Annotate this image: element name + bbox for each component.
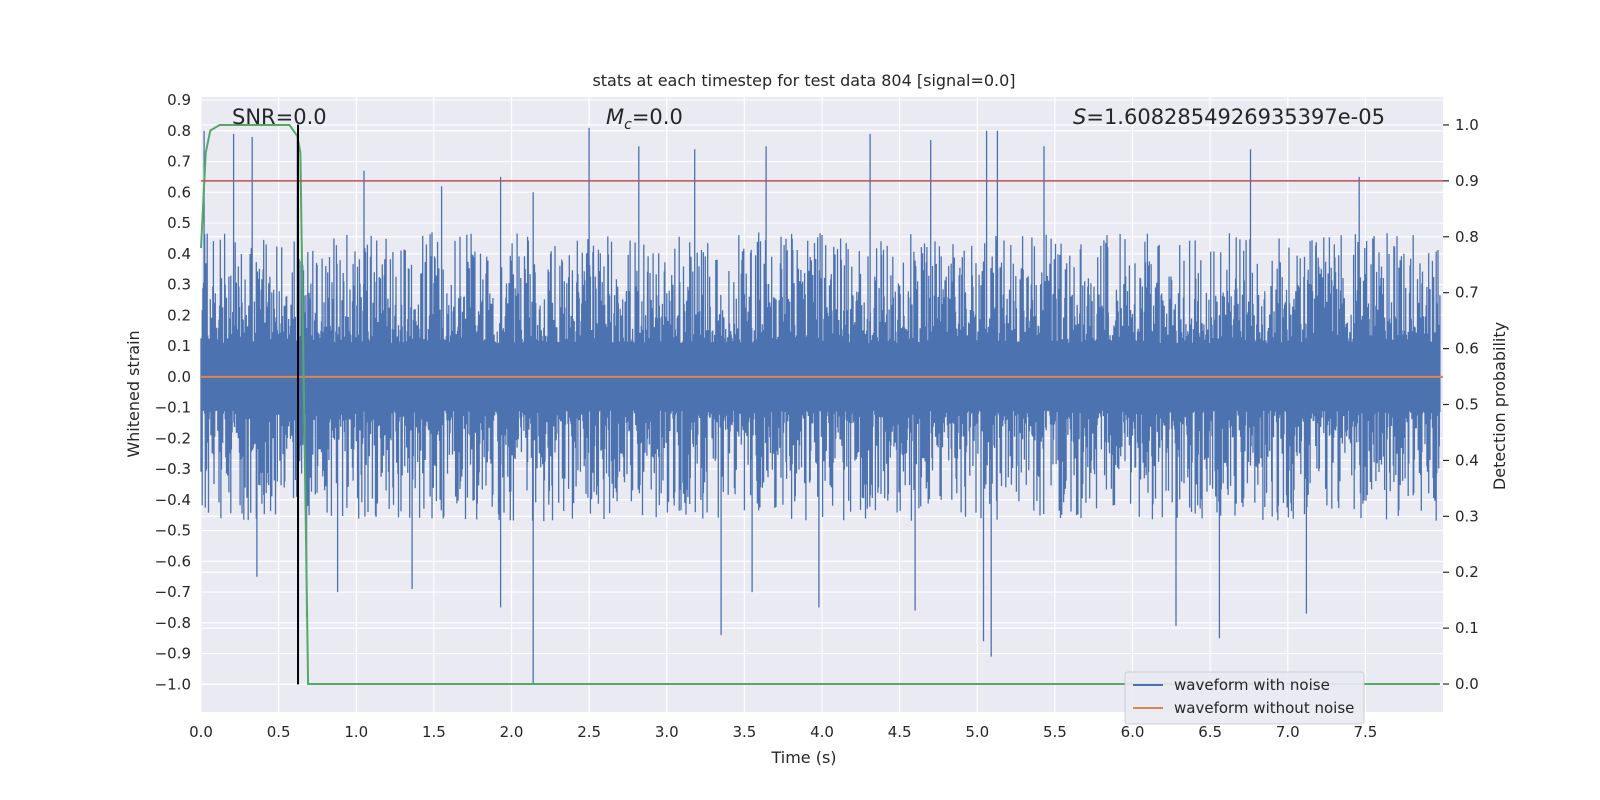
y-tick-label: −0.6 [155,552,191,570]
detection-probability-line [200,124,1440,685]
x-tick-label: 2.0 [500,723,524,741]
x-tick-label: 2.5 [577,723,601,741]
y-tick-label: −0.2 [155,429,191,447]
y2-tick-label: 0.6 [1455,340,1479,358]
s-symbol: S [1073,105,1086,129]
y-tick-label: −0.4 [155,491,191,509]
y-tick-label: 0.2 [167,306,191,324]
y2-tick-label: 0.2 [1455,563,1479,581]
legend-label-waveform-with-noise: waveform with noise [1174,676,1330,694]
x-tick-label: 3.0 [655,723,679,741]
s-annotation: S=1.6082854926935397e-05 [1073,105,1385,129]
y-tick-label: 0.0 [167,368,191,386]
y2-axis-label: Detection probability [1490,322,1509,490]
x-axis-ticks: 0.0 0.5 1.0 1.5 2.0 2.5 3.0 3.5 4.0 4.5 5.0 5.5 6.0 6… [189,723,1377,741]
legend-box [1124,671,1365,725]
y-tick-label: −0.7 [155,583,191,601]
x-tick-label: 5.0 [965,723,989,741]
chart-title: stats at each timestep for test data 804… [592,71,1015,90]
legend-label-waveform-without-noise: waveform without noise [1174,699,1354,717]
y-tick-label: 0.9 [167,91,191,109]
reference-lines [201,124,1443,685]
y-axis-ticks: 0.9 0.8 0.7 0.6 0.5 0.4 0.3 0.2 0.1 0.0 −0.1 −0.2 −0… [155,91,191,693]
y2-tick-label: 0.7 [1455,284,1479,302]
x-tick-label: 0.5 [267,723,291,741]
s-value: =1.6082854926935397e-05 [1086,105,1385,129]
series-waveform-with-noise [200,127,1441,685]
y2-axis-ticks: 1.0 0.9 0.8 0.7 0.6 0.5 0.4 0.3 0.2 0.1 0.0 [1443,116,1479,693]
x-tick-label: 0.0 [189,723,213,741]
mc-symbol: M [606,105,624,129]
mc-subscript: c [624,117,632,133]
y2-tick-label: 0.9 [1455,172,1479,190]
y-axis-label: Whitened strain [124,330,143,457]
y2-tick-label: 0.1 [1455,619,1479,637]
y-tick-label: −0.9 [155,645,191,663]
y-tick-label: 0.5 [167,214,191,232]
y-tick-label: −0.1 [155,399,191,417]
x-tick-label: 4.5 [888,723,912,741]
x-tick-label: 3.5 [732,723,756,741]
y-tick-label: 0.1 [167,337,191,355]
chirp-mass-annotation: Mc=0.0 [606,105,683,133]
y-tick-label: −1.0 [155,675,191,693]
x-tick-label: 5.5 [1043,723,1067,741]
x-axis-label: Time (s) [770,748,836,767]
series-detection-probability [200,124,1440,685]
x-tick-label: 6.0 [1121,723,1145,741]
x-tick-label: 1.0 [344,723,368,741]
y-tick-label: 0.3 [167,276,191,294]
x-tick-label: 4.0 [810,723,834,741]
y2-tick-label: 0.3 [1455,507,1479,525]
y-tick-label: −0.8 [155,614,191,632]
y-tick-label: −0.5 [155,522,191,540]
y-tick-label: 0.6 [167,183,191,201]
y-tick-label: 0.8 [167,122,191,140]
waveform-with-noise-line [200,127,1441,685]
y2-tick-label: 0.0 [1455,675,1479,693]
y2-tick-label: 1.0 [1455,116,1479,134]
y2-tick-label: 0.8 [1455,228,1479,246]
x-tick-label: 1.5 [422,723,446,741]
y-tick-label: 0.4 [167,245,191,263]
x-tick-label: 6.5 [1198,723,1222,741]
mc-value: =0.0 [632,105,683,129]
x-tick-label: 7.0 [1276,723,1300,741]
y2-tick-label: 0.4 [1455,451,1479,469]
x-tick-label: 7.5 [1353,723,1377,741]
y-tick-label: 0.7 [167,153,191,171]
y-tick-label: −0.3 [155,460,191,478]
snr-annotation: SNR=0.0 [232,105,327,129]
y2-tick-label: 0.5 [1455,396,1479,414]
legend: waveform with noise waveform without noi… [1124,671,1365,725]
